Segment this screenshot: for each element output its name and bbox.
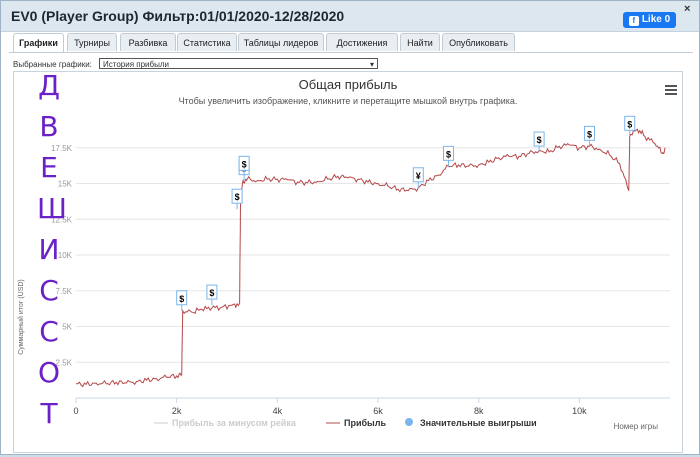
overlay-letter: И [38,233,60,266]
annotation-flags: $$$$$¥$$$$ [176,115,636,311]
y-tick-label: 15K [58,180,73,189]
annotation-flag: $ [443,145,455,167]
y-axis-label: Суммарный итог (USD) [17,279,25,355]
legend-item-big-wins[interactable]: Значительные выигрыши [405,418,537,428]
x-tick-label: 4k [273,406,283,416]
tab-leaderboards[interactable]: Таблицы лидеров [238,33,324,51]
facebook-like-button[interactable]: f Like 0 [623,12,676,28]
annotation-flag: $ [238,155,250,177]
like-label: Like 0 [641,14,671,25]
x-axis-label: Номер игры [614,422,659,431]
overlay-letter: С [39,315,59,348]
overlay-letter: Ш [37,192,67,225]
annotation-label: $ [209,288,214,298]
tab-divider [9,52,693,53]
x-tick-label: 2k [172,406,182,416]
overlay-letter: Т [40,397,58,430]
tab-find[interactable]: Найти [400,33,440,51]
annotation-flag: ¥ [412,167,424,188]
annotation-label: $ [537,135,542,145]
window-title: EV0 (Player Group) Фильтр:01/01/2020-12/… [11,8,345,24]
annotation-flag: $ [533,131,545,153]
legend-label-big-wins: Значительные выигрыши [420,418,537,428]
annotation-flag: $ [206,284,218,306]
chevron-down-icon: ▾ [369,60,374,69]
graph-select-value: История прибыли [103,60,169,69]
y-tick-label: 7.5K [56,287,73,296]
graph-select-dropdown[interactable]: История прибыли ▾ [99,58,378,69]
tab-charts[interactable]: Графики [13,33,64,53]
annotation-flag: $ [624,115,636,137]
y-tick-label: 2.5K [56,358,73,367]
x-tick-label: 0 [73,406,78,416]
annotation-label: $ [627,119,632,129]
x-tick-label: 10k [572,406,587,416]
y-tick-label: 5K [62,323,72,332]
tab-breakdown[interactable]: Разбивка [120,33,176,51]
y-tick-label: 10K [58,251,73,260]
legend-item-profit[interactable]: Прибыль [326,418,386,428]
y-tick-label: 12.5K [51,215,73,224]
tab-statistics[interactable]: Статистика [177,33,237,51]
annotation-label: $ [587,129,592,139]
annotation-label: $ [235,192,240,202]
overlay-letter: О [37,356,61,389]
annotation-flag: $ [583,125,595,147]
annotation-label: $ [242,159,247,169]
x-tick-label: 8k [474,406,484,416]
hamburger-menu-icon[interactable] [665,85,677,95]
overlay-letter: Е [40,151,58,184]
x-tick-label: 6k [373,406,383,416]
x-axis-ticks: 0 2k 4k 6k 8k 10k [73,406,587,416]
window-titlebar: EV0 (Player Group) Фильтр:01/01/2020-12/… [1,1,699,32]
annotation-label: $ [179,294,184,304]
legend: Прибыль за минусом рейка Прибыль Значите… [154,418,537,428]
overlay-letter: В [39,110,59,143]
overlay-letter: Д [38,69,60,102]
annotation-label: $ [446,149,451,159]
annotation-label: ¥ [416,171,421,181]
tab-achievements[interactable]: Достижения [326,33,398,51]
annotation-flag: $ [176,290,188,311]
y-axis-ticks: 2.5K 5K 7.5K 10K 12.5K 15K 17.5K [51,144,73,368]
close-icon[interactable]: × [684,3,691,15]
chart-subtitle: Чтобы увеличить изображение, кликните и … [179,96,518,106]
profit-chart[interactable]: Общая прибыль Чтобы увеличить изображени… [14,72,682,452]
chart-title: Общая прибыль [299,77,398,92]
legend-label-profit: Прибыль [344,418,386,428]
chart-panel[interactable]: Общая прибыль Чтобы увеличить изображени… [13,71,683,453]
legend-label-rake: Прибыль за минусом рейка [172,418,297,428]
chart-grid [75,147,670,403]
legend-item-rake[interactable]: Прибыль за минусом рейка [154,418,297,428]
annotation-flag: $ [231,188,243,210]
overlay-letter: С [39,274,59,307]
y-tick-label: 17.5K [51,144,73,153]
tab-publish[interactable]: Опубликовать [442,33,515,51]
tab-tournaments[interactable]: Турниры [67,33,117,51]
graph-select-label: Выбранные графики: [13,60,92,69]
series-line-profit [76,128,666,388]
facebook-icon: f [628,16,639,26]
